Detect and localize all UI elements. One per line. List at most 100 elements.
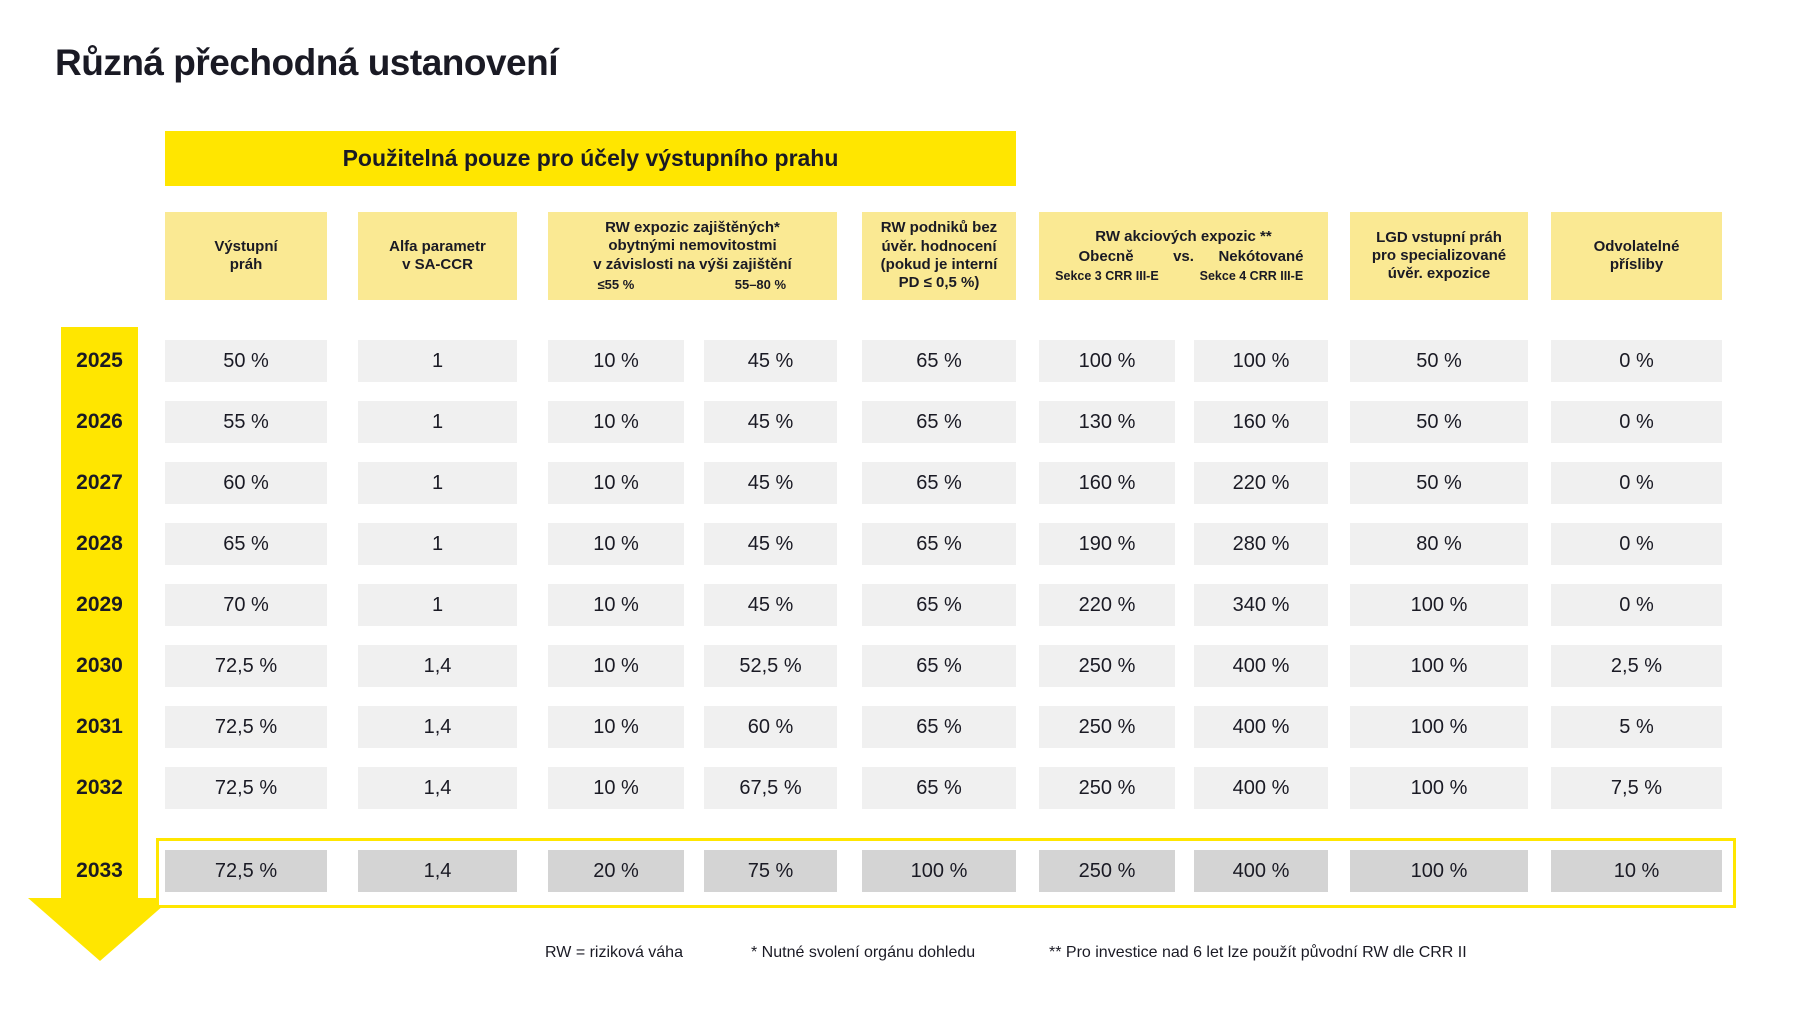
footnote-supervisor-approval: * Nutné svolení orgánu dohledu [751, 944, 976, 961]
table-cell: 220 % [1039, 584, 1175, 626]
footnote-rw-definition: RW = riziková váha [545, 944, 683, 961]
table-cell: 250 % [1039, 706, 1175, 748]
year-label: 2029 [76, 593, 123, 616]
table-cell: 10 % [548, 340, 684, 382]
col-subheader-row: ≤55 % 55–80 % [548, 277, 837, 293]
col-header-label: Alfa parametr v SA-CCR [389, 237, 486, 273]
table-cell: 5 % [1551, 706, 1722, 748]
table-cell: 60 % [704, 706, 837, 748]
table-cell: 65 % [862, 401, 1016, 443]
table-cell: 100 % [1350, 706, 1528, 748]
table-cell: 45 % [704, 340, 837, 382]
down-arrow-icon [28, 898, 172, 961]
table-cell: 80 % [1350, 523, 1528, 565]
table-cell: 250 % [1039, 767, 1175, 809]
col-subheader-compare-row: Obecně vs. Nekótované [1039, 248, 1328, 266]
timeline-arrow-shaft [61, 327, 138, 898]
table-cell: 72,5 % [165, 850, 327, 892]
col-subheader-section4: Sekce 4 CRR III-E [1199, 268, 1304, 283]
col-header-label: RW podniků bez úvěr. hodnocení (pokud je… [880, 219, 998, 292]
table-cell: 400 % [1194, 850, 1328, 892]
col-header-label: RW akciových expozic ** [1095, 228, 1272, 246]
table-cell: 10 % [548, 767, 684, 809]
table-cell: 100 % [862, 850, 1016, 892]
table-cell: 45 % [704, 584, 837, 626]
table-cell: 65 % [862, 645, 1016, 687]
table-cell: 1 [358, 462, 517, 504]
table-cell: 50 % [1350, 340, 1528, 382]
table-cell: 50 % [1350, 401, 1528, 443]
table-cell: 100 % [1350, 584, 1528, 626]
col-header-label: LGD vstupní práh pro specializované úvěr… [1371, 228, 1507, 283]
table-cell: 1 [358, 401, 517, 443]
table-cell: 10 % [548, 462, 684, 504]
table-cell: 72,5 % [165, 645, 327, 687]
table-cell: 50 % [1350, 462, 1528, 504]
col-header-output-floor: Výstupní práh [165, 212, 327, 300]
table-cell: 340 % [1194, 584, 1328, 626]
table-cell: 100 % [1039, 340, 1175, 382]
year-label: 2030 [76, 654, 123, 677]
table-cell: 52,5 % [704, 645, 837, 687]
col-header-label: Výstupní práh [214, 237, 278, 273]
table-cell: 0 % [1551, 340, 1722, 382]
table-cell: 45 % [704, 523, 837, 565]
year-label: 2026 [76, 410, 123, 433]
table-cell: 190 % [1039, 523, 1175, 565]
table-cell: 65 % [862, 767, 1016, 809]
col-subheader-55-80: 55–80 % [734, 277, 787, 293]
table-cell: 0 % [1551, 401, 1722, 443]
table-cell: 1 [358, 340, 517, 382]
table-cell: 72,5 % [165, 767, 327, 809]
table-cell: 400 % [1194, 645, 1328, 687]
table-cell: 160 % [1039, 462, 1175, 504]
table-cell: 75 % [704, 850, 837, 892]
year-label: 2028 [76, 532, 123, 555]
table-cell: 50 % [165, 340, 327, 382]
table-cell: 10 % [548, 523, 684, 565]
table-cell: 100 % [1350, 850, 1528, 892]
year-label: 2032 [76, 776, 123, 799]
table-cell: 100 % [1350, 645, 1528, 687]
col-subheader-general: Obecně [1078, 248, 1134, 266]
table-cell: 10 % [548, 584, 684, 626]
table-cell: 1 [358, 584, 517, 626]
table-cell: 65 % [862, 523, 1016, 565]
table-cell: 65 % [862, 340, 1016, 382]
table-cell: 67,5 % [704, 767, 837, 809]
col-header-label: RW expozic zajištěných* obytnými nemovit… [593, 219, 792, 273]
table-cell: 20 % [548, 850, 684, 892]
table-cell: 100 % [1350, 767, 1528, 809]
table-cell: 7,5 % [1551, 767, 1722, 809]
table-cell: 45 % [704, 401, 837, 443]
scope-banner: Použitelná pouze pro účely výstupního pr… [165, 131, 1016, 186]
table-cell: 55 % [165, 401, 327, 443]
col-header-revocable-commitments: Odvolatelné přísliby [1551, 212, 1722, 300]
table-cell: 160 % [1194, 401, 1328, 443]
col-header-label: Odvolatelné přísliby [1593, 237, 1680, 273]
table-cell: 65 % [862, 584, 1016, 626]
table-cell: 1,4 [358, 645, 517, 687]
footnote-crr2-investments: ** Pro investice nad 6 let lze použít pů… [1049, 944, 1467, 961]
table-cell: 1,4 [358, 706, 517, 748]
page-title: Různá přechodná ustanovení [55, 42, 559, 83]
col-header-rw-equity: RW akciových expozic ** Obecně vs. Nekót… [1039, 212, 1328, 300]
table-cell: 70 % [165, 584, 327, 626]
col-header-rw-corporates: RW podniků bez úvěr. hodnocení (pokud je… [862, 212, 1016, 300]
col-header-lgd-floor: LGD vstupní práh pro specializované úvěr… [1350, 212, 1528, 300]
table-cell: 60 % [165, 462, 327, 504]
table-cell: 65 % [862, 462, 1016, 504]
table-cell: 0 % [1551, 584, 1722, 626]
year-label: 2025 [76, 349, 123, 372]
col-subheader-le55: ≤55 % [597, 277, 635, 293]
table-cell: 280 % [1194, 523, 1328, 565]
table-cell: 1,4 [358, 850, 517, 892]
year-label: 2031 [76, 715, 123, 738]
scope-banner-label: Použitelná pouze pro účely výstupního pr… [342, 145, 839, 171]
table-cell: 10 % [548, 401, 684, 443]
col-subheader-section-row: Sekce 3 CRR III-E Sekce 4 CRR III-E [1039, 269, 1328, 284]
table-cell: 10 % [1551, 850, 1722, 892]
table-cell: 2,5 % [1551, 645, 1722, 687]
table-cell: 250 % [1039, 645, 1175, 687]
